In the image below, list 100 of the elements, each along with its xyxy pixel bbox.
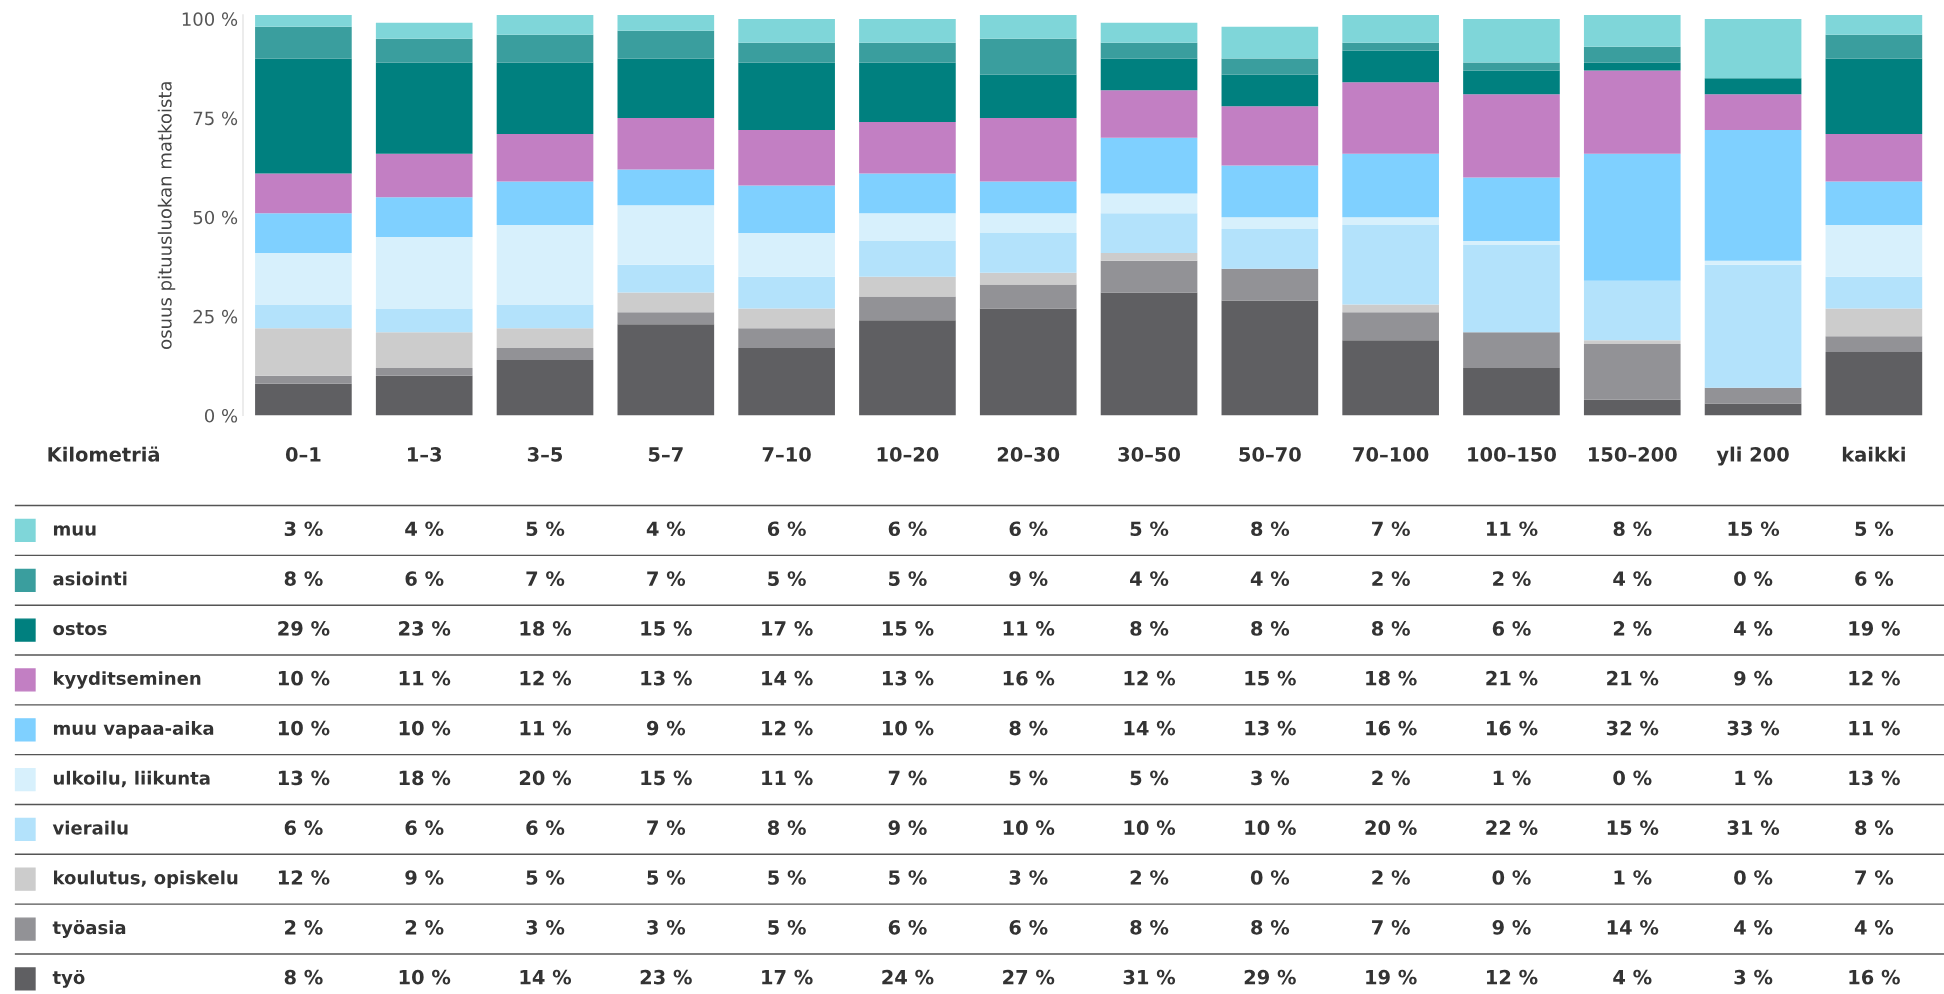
bar <box>979 272 1077 285</box>
bar <box>1463 177 1560 241</box>
bar <box>738 348 835 416</box>
bar <box>1100 137 1198 194</box>
data-label: 7 % <box>647 571 686 586</box>
bar <box>859 173 956 214</box>
bar <box>1221 217 1319 230</box>
bar <box>738 42 835 63</box>
legend-label: työasia <box>52 920 126 938</box>
data-label: 2 % <box>1372 770 1410 786</box>
data-label: 12 % <box>278 870 330 885</box>
bar <box>1463 367 1560 416</box>
x-tick-label: 30–50 <box>1118 447 1181 462</box>
bar <box>1583 280 1681 341</box>
bar <box>979 118 1077 182</box>
bar <box>496 14 594 35</box>
bar <box>1704 78 1802 95</box>
bar <box>255 213 352 253</box>
legend-label: muu vapaa-aika <box>53 721 214 739</box>
data-label: 24 % <box>882 969 934 985</box>
bar <box>979 38 1077 75</box>
data-label: 8 % <box>1251 919 1290 935</box>
data-label: 2 % <box>405 919 444 935</box>
bar <box>1342 340 1439 416</box>
bar <box>1583 70 1681 154</box>
bar <box>979 308 1077 416</box>
data-label: 15 % <box>1728 521 1780 537</box>
bar <box>1704 18 1802 79</box>
bar <box>738 233 835 277</box>
data-label: 29 % <box>278 621 330 636</box>
data-label: 13 % <box>278 770 330 786</box>
bar <box>979 74 1077 119</box>
data-label: 4 % <box>1250 571 1290 586</box>
bar <box>1342 50 1439 83</box>
y-tick-label: 75 % <box>193 111 238 126</box>
bar <box>496 133 594 182</box>
data-label: 15 % <box>641 770 692 786</box>
data-label: 0 % <box>1250 870 1290 885</box>
legend-label: muu <box>53 525 96 536</box>
x-tick-label: yli 200 <box>1716 446 1789 466</box>
data-label: 2 % <box>1130 870 1169 885</box>
data-label: 10 % <box>882 720 934 736</box>
bar <box>1825 58 1923 134</box>
data-label: 31 % <box>1123 969 1176 985</box>
data-label: 14 % <box>1607 919 1659 935</box>
bar <box>375 332 473 368</box>
bar <box>1221 74 1319 107</box>
data-label: 5 % <box>1130 770 1169 786</box>
data-label: 4 % <box>1734 621 1773 636</box>
data-label: 5 % <box>768 919 806 935</box>
data-label: 18 % <box>399 770 451 786</box>
data-label: 8 % <box>1130 919 1169 935</box>
bar <box>1825 133 1923 182</box>
data-label: 8 % <box>1251 521 1290 537</box>
data-label: 3 % <box>1009 870 1048 885</box>
data-label: 31 % <box>1727 820 1780 836</box>
x-tick-label: 50–70 <box>1239 447 1301 462</box>
data-label: 10 % <box>1003 820 1055 836</box>
bar <box>1342 42 1439 51</box>
data-label: 7 % <box>647 820 686 836</box>
bar <box>617 58 715 119</box>
bar <box>255 173 352 214</box>
data-label: 13 % <box>882 670 934 686</box>
data-label: 8 % <box>1251 621 1290 636</box>
data-label: 10 % <box>1245 820 1296 836</box>
data-label: 5 % <box>526 521 565 537</box>
bar <box>1100 252 1198 261</box>
bar <box>979 284 1077 309</box>
data-label: 9 % <box>1734 670 1773 686</box>
data-label: 0 % <box>1734 571 1773 586</box>
data-label: 3 % <box>647 919 686 935</box>
data-label: 15 % <box>882 621 934 636</box>
data-label: 0 % <box>1613 770 1652 786</box>
bar <box>617 118 715 170</box>
data-label: 11 % <box>1849 720 1900 736</box>
legend-label: vierailu <box>52 820 128 835</box>
bar <box>1825 225 1923 277</box>
data-label: 5 % <box>1009 770 1048 786</box>
data-label: 6 % <box>888 919 927 935</box>
bar <box>738 129 835 186</box>
bar <box>1463 332 1560 368</box>
x-axis-title: Kilometriä <box>48 446 159 462</box>
data-label: 6 % <box>405 571 444 586</box>
data-label: 5 % <box>1130 521 1169 537</box>
bar <box>979 14 1077 39</box>
data-label: 4 % <box>1613 969 1652 985</box>
data-label: 17 % <box>762 621 813 636</box>
bar <box>1100 292 1198 416</box>
bar <box>1100 213 1198 253</box>
data-label: 5 % <box>526 870 565 885</box>
data-label: 21 % <box>1486 670 1538 686</box>
bar <box>496 181 594 226</box>
data-label: 9 % <box>1492 919 1531 935</box>
bar <box>1583 14 1681 47</box>
data-label: 13 % <box>1245 720 1296 736</box>
data-label: 5 % <box>647 870 686 885</box>
bar <box>1825 276 1923 309</box>
data-label: 5 % <box>768 870 806 885</box>
bar <box>1463 240 1560 245</box>
bar <box>375 308 473 333</box>
